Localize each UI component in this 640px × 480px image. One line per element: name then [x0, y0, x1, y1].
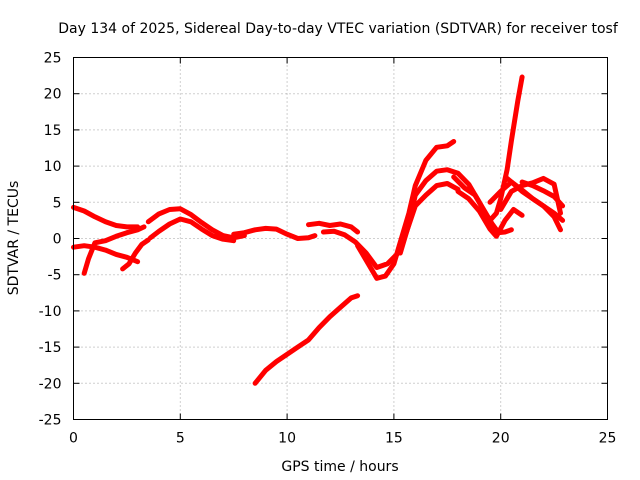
data-series-arc-17: [504, 175, 566, 223]
x-axis-label: GPS time / hours: [281, 459, 398, 475]
data-series-arc-13: [455, 188, 525, 239]
x-tick-label: 15: [385, 431, 403, 447]
y-tick-label: 25: [44, 51, 62, 67]
x-tick-label: 0: [69, 431, 78, 447]
y-tick-label: -15: [39, 340, 62, 356]
y-tick-label: -25: [39, 413, 62, 429]
data-series-arc-6: [147, 216, 237, 244]
data-series-arc-3: [81, 224, 147, 276]
x-tick-label: 25: [599, 431, 617, 447]
y-axis-label: SDTVAR / TECUs: [6, 181, 22, 296]
data-series-arc-18: [519, 179, 566, 209]
data-series-arc-2: [71, 243, 141, 265]
y-tick-label: 20: [44, 87, 62, 103]
axis-ticks: [73, 57, 608, 420]
chart-title: Day 134 of 2025, Sidereal Day-to-day VTE…: [58, 21, 619, 37]
x-tick-label: 20: [492, 431, 510, 447]
y-tick-label: -20: [39, 376, 62, 392]
y-tick-label: 0: [53, 232, 62, 248]
data-series-arc-9: [306, 220, 361, 235]
data-series-arc-8: [252, 293, 361, 386]
data-series-arc-5: [145, 206, 247, 241]
data-series-arc-14: [451, 174, 514, 236]
x-tick-label: 10: [278, 431, 296, 447]
data-series-arc-1: [71, 204, 141, 230]
y-tick-label: 5: [53, 195, 62, 211]
data-series-arc-11: [355, 139, 457, 281]
y-tick-label: -10: [39, 304, 62, 320]
data-series-arc-7: [231, 225, 318, 241]
plot-frame: [73, 57, 608, 420]
data-series-arc-4: [120, 237, 151, 272]
x-tick-label: 5: [176, 431, 185, 447]
y-tick-label: 15: [44, 123, 62, 139]
plot-series: [71, 74, 566, 386]
data-series-arc-16: [498, 175, 563, 216]
tick-labels: 0 5 10 15 20 25 -25 -20 -15 -10 -5 0 5 10 15 20 25: [39, 51, 617, 447]
y-tick-label: 10: [44, 159, 62, 175]
data-series-arc-10: [320, 181, 461, 270]
y-tick-label: -5: [48, 268, 62, 284]
